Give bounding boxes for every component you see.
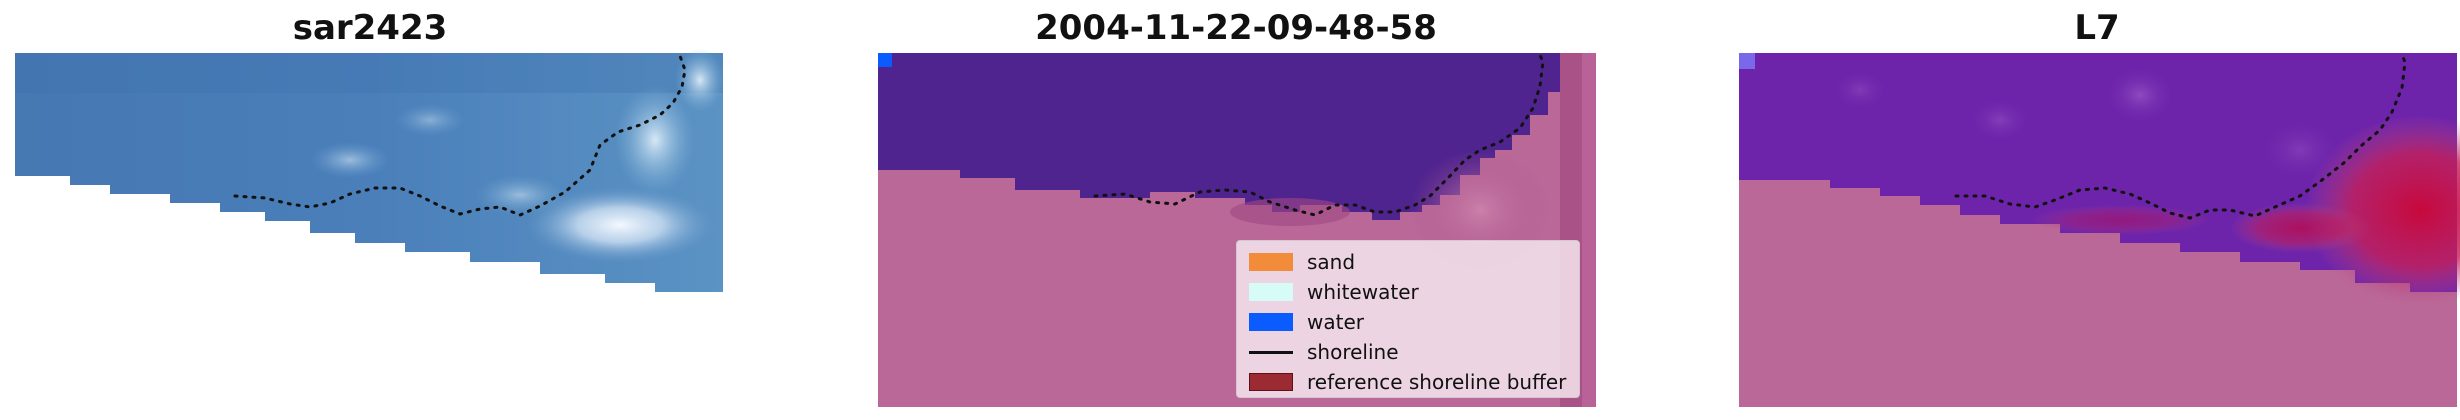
legend-item-water: water <box>1249 307 1569 337</box>
legend-label-shoreline: shoreline <box>1307 340 1399 364</box>
legend-label-reference-buffer: reference shoreline buffer <box>1307 370 1567 394</box>
probability-image <box>1739 53 2460 407</box>
sand-swatch <box>1249 253 1293 271</box>
panel-title-probability: L7 <box>2074 8 2120 48</box>
probability-shoreline <box>1954 53 2407 220</box>
legend-label-whitewater: whitewater <box>1307 280 1419 304</box>
legend-label-water: water <box>1307 310 1364 334</box>
legend-item-whitewater: whitewater <box>1249 277 1569 307</box>
legend-label-sand: sand <box>1307 250 1356 274</box>
whitewater-swatch <box>1249 283 1293 301</box>
rgb-image <box>15 48 725 292</box>
reference-buffer-swatch <box>1249 373 1293 391</box>
water-swatch <box>1249 313 1293 331</box>
shoreline-line-swatch <box>1249 350 1293 354</box>
classification-water-area <box>878 53 1560 220</box>
panel-title-rgb: sar2423 <box>292 8 448 48</box>
legend: sand whitewater water shoreline referenc… <box>1236 240 1580 398</box>
legend-item-shoreline: shoreline <box>1249 337 1569 367</box>
legend-item-sand: sand <box>1249 247 1569 277</box>
panel-title-classification: 2004-11-22-09-48-58 <box>1035 8 1437 48</box>
classification-shoreline <box>1093 53 1545 217</box>
legend-item-reference-buffer: reference shoreline buffer <box>1249 367 1569 397</box>
